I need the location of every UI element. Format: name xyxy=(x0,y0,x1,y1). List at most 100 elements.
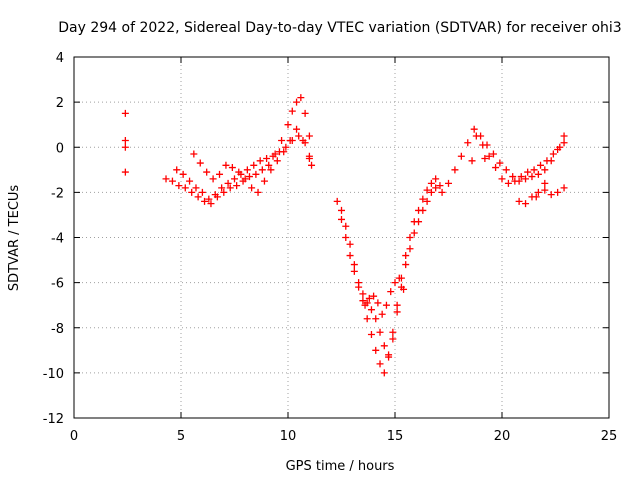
data-point xyxy=(472,132,480,140)
data-point xyxy=(395,274,403,282)
data-point xyxy=(121,136,129,144)
data-point xyxy=(278,136,286,144)
data-point xyxy=(367,331,375,339)
data-point xyxy=(400,285,408,293)
data-point xyxy=(346,252,354,260)
grid-lines xyxy=(74,57,609,418)
data-point xyxy=(226,184,234,192)
data-point xyxy=(248,184,256,192)
data-point xyxy=(205,195,213,203)
data-point xyxy=(402,252,410,260)
data-point xyxy=(380,369,388,377)
series-sat-f xyxy=(338,182,444,361)
data-point xyxy=(201,197,209,205)
data-point xyxy=(192,184,200,192)
data-point xyxy=(410,229,418,237)
data-point xyxy=(547,191,555,199)
data-point xyxy=(235,168,243,176)
x-tick-label: 20 xyxy=(494,429,511,444)
y-tick-label: 4 xyxy=(56,51,64,66)
data-point xyxy=(286,136,294,144)
data-point xyxy=(427,179,435,187)
data-point xyxy=(260,177,268,185)
data-point xyxy=(243,166,251,174)
data-point xyxy=(451,166,459,174)
data-point xyxy=(427,188,435,196)
data-point xyxy=(389,335,397,343)
data-point xyxy=(265,161,273,169)
data-point xyxy=(338,215,345,223)
data-point xyxy=(342,222,350,230)
series-sat-d xyxy=(190,125,313,196)
data-point xyxy=(382,301,390,309)
data-point xyxy=(365,294,373,302)
data-point xyxy=(203,168,211,176)
data-point xyxy=(517,173,525,181)
data-point xyxy=(190,150,198,158)
data-point xyxy=(228,164,236,172)
data-point xyxy=(241,175,249,183)
data-point xyxy=(528,173,536,181)
data-point xyxy=(479,141,487,149)
data-point xyxy=(231,175,238,183)
data-point xyxy=(393,308,401,316)
y-tick-label: -6 xyxy=(51,277,64,292)
data-point xyxy=(198,188,206,196)
data-point xyxy=(175,182,183,190)
data-point xyxy=(188,188,196,196)
data-point xyxy=(522,200,530,208)
data-point xyxy=(282,143,290,151)
data-point xyxy=(543,157,551,165)
data-point xyxy=(534,170,542,178)
data-point xyxy=(295,132,303,140)
data-point xyxy=(532,193,540,201)
data-point xyxy=(541,166,549,174)
data-point xyxy=(338,206,345,214)
y-tick-label: -2 xyxy=(51,186,64,201)
data-points xyxy=(121,94,568,377)
data-point xyxy=(419,195,427,203)
data-point xyxy=(359,290,367,298)
data-point xyxy=(389,328,397,336)
x-tick-label: 25 xyxy=(601,429,618,444)
data-point xyxy=(509,173,517,181)
data-point xyxy=(464,139,472,147)
data-point xyxy=(359,297,367,305)
data-point xyxy=(305,155,313,163)
data-point xyxy=(361,301,369,309)
data-point xyxy=(436,182,444,190)
data-point xyxy=(534,188,542,196)
data-point xyxy=(168,177,176,185)
data-point xyxy=(378,310,386,318)
data-point xyxy=(406,245,414,253)
data-point xyxy=(299,136,307,144)
series-sat-e xyxy=(333,175,440,377)
data-point xyxy=(370,292,378,300)
data-point xyxy=(220,188,228,196)
data-point xyxy=(376,328,384,336)
series-sat-b xyxy=(162,94,316,208)
data-point xyxy=(556,143,564,151)
data-point xyxy=(252,170,260,178)
data-point xyxy=(258,166,266,174)
series-sat-i xyxy=(472,132,568,187)
data-point xyxy=(498,175,506,183)
data-point xyxy=(524,168,532,176)
data-point xyxy=(457,152,465,160)
data-point xyxy=(224,179,232,187)
data-point xyxy=(438,188,446,196)
data-point xyxy=(267,166,275,174)
y-tick-label: 0 xyxy=(56,141,64,156)
data-point xyxy=(372,346,380,354)
data-point xyxy=(305,132,313,140)
data-point xyxy=(186,177,194,185)
data-point xyxy=(560,184,568,192)
data-point xyxy=(515,197,523,205)
data-point xyxy=(350,261,358,269)
data-point xyxy=(280,148,288,156)
data-point xyxy=(342,234,350,241)
data-point xyxy=(406,234,414,241)
data-point xyxy=(121,143,129,151)
x-tick-label: 5 xyxy=(177,429,185,444)
data-point xyxy=(363,315,371,323)
